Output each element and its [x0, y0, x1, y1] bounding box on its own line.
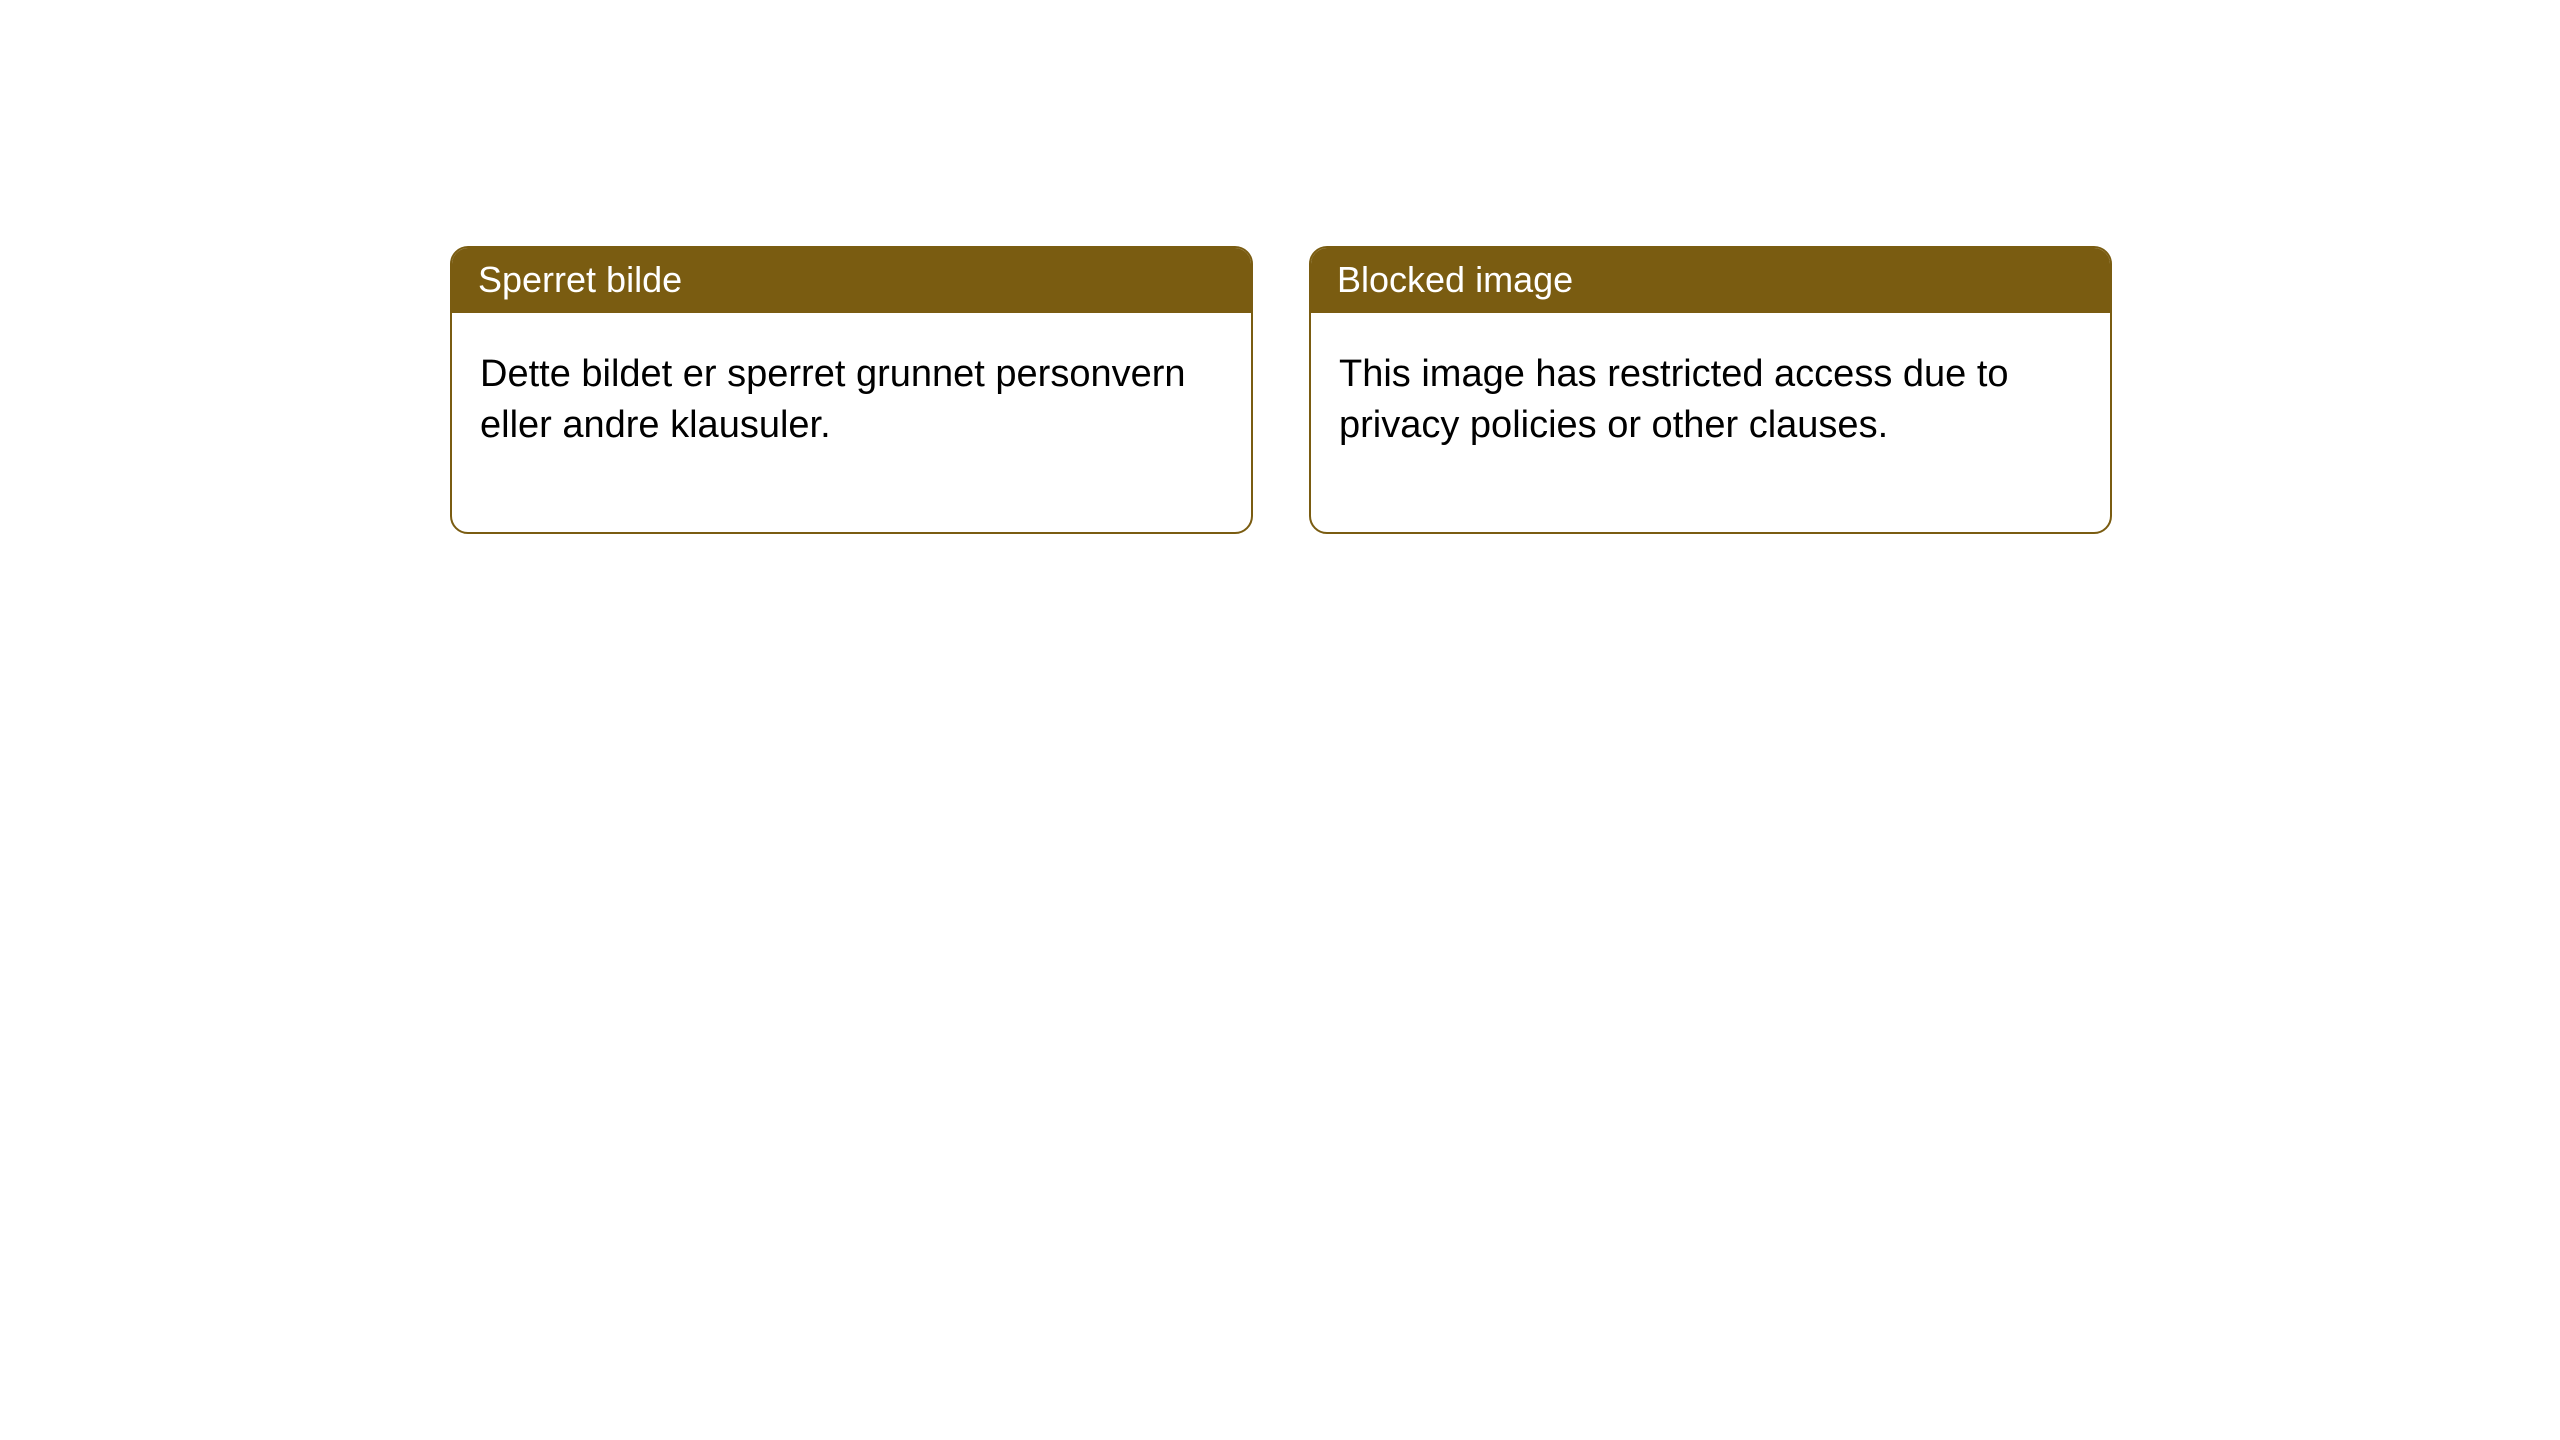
notice-body-english: This image has restricted access due to …: [1311, 313, 2110, 532]
notice-box-norwegian: Sperret bilde Dette bildet er sperret gr…: [450, 246, 1253, 534]
notice-box-english: Blocked image This image has restricted …: [1309, 246, 2112, 534]
notice-header-english: Blocked image: [1311, 248, 2110, 313]
notice-header-norwegian: Sperret bilde: [452, 248, 1251, 313]
notice-container: Sperret bilde Dette bildet er sperret gr…: [0, 0, 2560, 534]
notice-body-norwegian: Dette bildet er sperret grunnet personve…: [452, 313, 1251, 532]
